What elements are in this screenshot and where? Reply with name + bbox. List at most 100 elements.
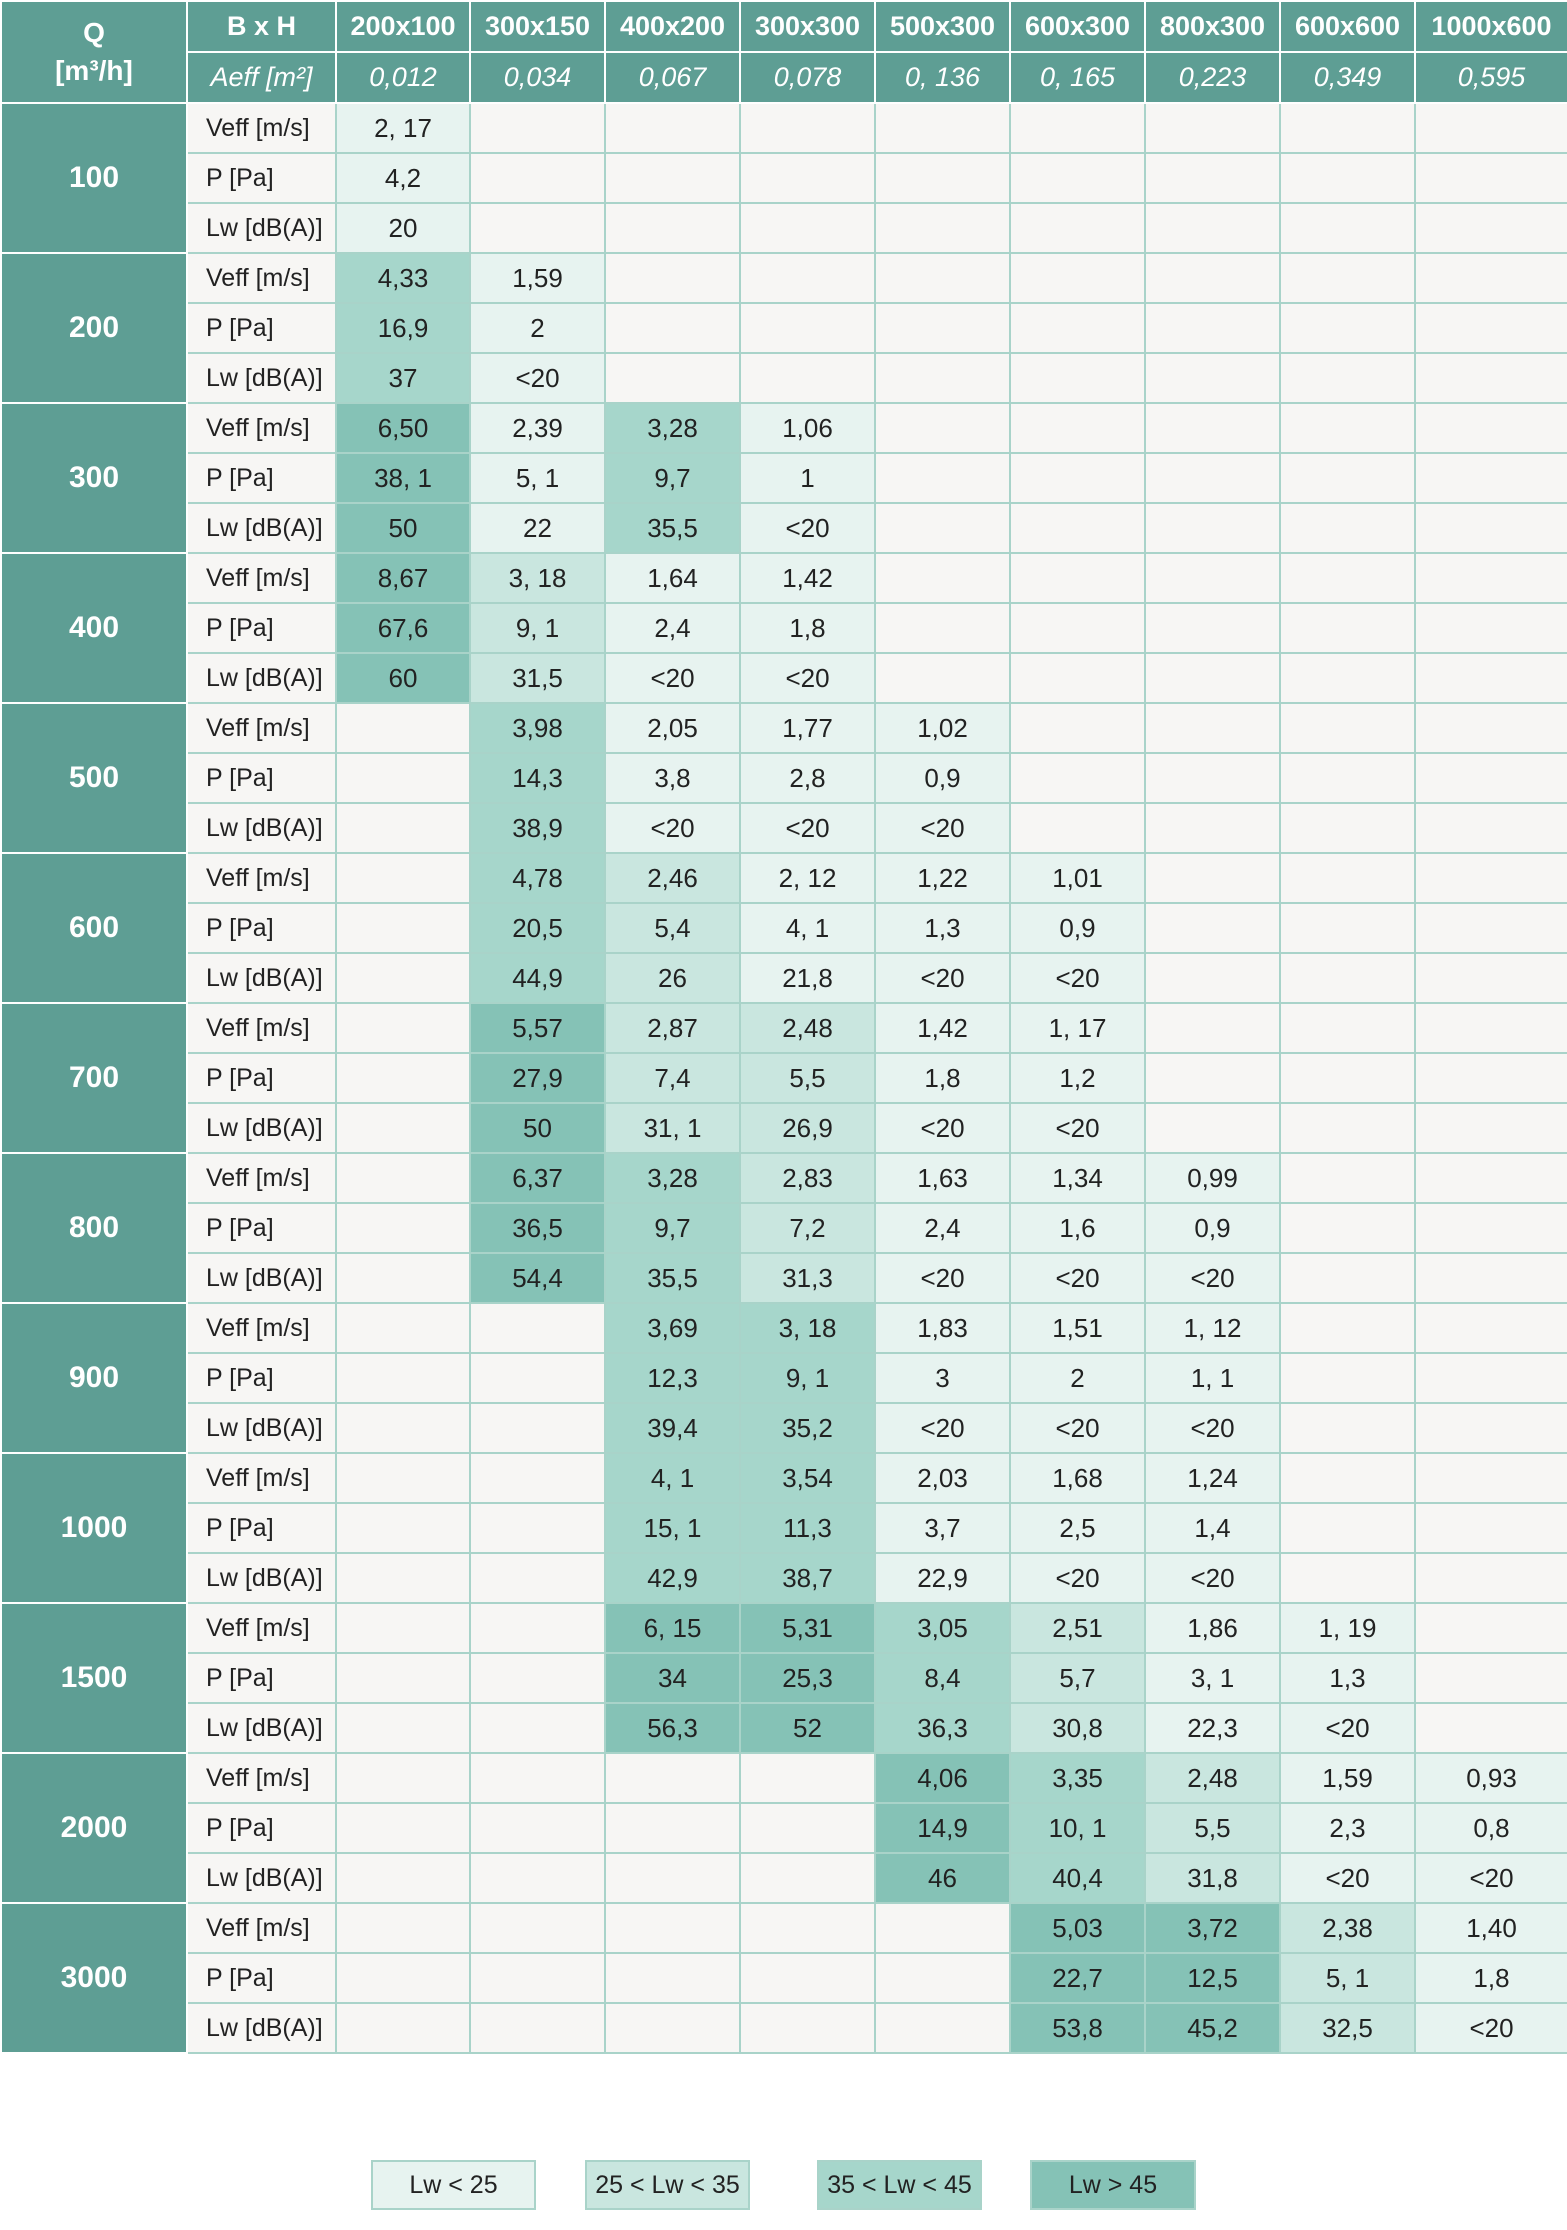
velocity-row: 600 Veff [m/s] 4,78 2,46 2, 12 1,22 1,01 <box>0 852 1567 1004</box>
parameter-label: Veff [m/s] <box>186 702 337 754</box>
pressure-row: P [Pa] 12,3 9, 1 3 2 1, 1 <box>1 1352 1567 1404</box>
empty-cell <box>469 152 606 204</box>
empty-cell <box>874 352 1011 404</box>
empty-cell <box>1279 852 1416 904</box>
value-cell: 6,50 <box>335 402 471 454</box>
value-cell: <20 <box>739 652 876 704</box>
empty-cell <box>874 152 1011 204</box>
empty-cell <box>1144 352 1281 404</box>
pressure-row: P [Pa] 14,3 3,8 2,8 0,9 <box>1 752 1567 804</box>
value-cell: 1,59 <box>469 252 606 304</box>
empty-cell <box>1009 702 1146 754</box>
empty-cell <box>1144 552 1281 604</box>
value-cell: 1,86 <box>1144 1602 1281 1654</box>
empty-cell <box>1144 302 1281 354</box>
value-cell: 5,7 <box>1009 1652 1146 1704</box>
value-cell: 50 <box>335 502 471 554</box>
empty-cell <box>1144 802 1281 854</box>
empty-cell <box>1279 602 1416 654</box>
value-cell: <20 <box>1009 1252 1146 1304</box>
airflow-q-cell: 200 <box>0 252 188 404</box>
parameter-label: Lw [dB(A)] <box>186 352 337 404</box>
sound-level-row: Lw [dB(A)] 42,9 38,7 22,9 <20 <20 <box>1 1552 1567 1604</box>
value-cell: 31,8 <box>1144 1852 1281 1904</box>
value-cell: 36,5 <box>469 1202 606 1254</box>
value-cell: 3,28 <box>604 402 741 454</box>
empty-cell <box>469 1402 606 1454</box>
value-cell: 6, 15 <box>604 1602 741 1654</box>
velocity-row: 700 Veff [m/s] 5,57 2,87 2,48 1,42 1, 17 <box>0 1002 1567 1154</box>
empty-cell <box>1414 702 1567 754</box>
value-cell: 1,42 <box>874 1002 1011 1054</box>
empty-cell <box>1279 302 1416 354</box>
empty-cell <box>604 1802 741 1854</box>
empty-cell <box>1414 1602 1567 1654</box>
empty-cell <box>1144 252 1281 304</box>
empty-cell <box>1279 1102 1416 1154</box>
value-cell: 12,5 <box>1144 1952 1281 2004</box>
value-cell: 53,8 <box>1009 2002 1146 2054</box>
value-cell: <20 <box>604 802 741 854</box>
empty-cell <box>739 152 876 204</box>
parameter-label: Lw [dB(A)] <box>186 502 337 554</box>
value-cell: 31, 1 <box>604 1102 741 1154</box>
value-cell: 1,59 <box>1279 1752 1416 1804</box>
value-cell: 1,4 <box>1144 1502 1281 1554</box>
airflow-q-cell: 800 <box>0 1152 188 1304</box>
value-cell: 8,67 <box>335 552 471 604</box>
empty-cell <box>1414 202 1567 254</box>
parameter-label: Veff [m/s] <box>186 1302 337 1354</box>
empty-cell <box>1009 152 1146 204</box>
value-cell: 2,38 <box>1279 1902 1416 1954</box>
value-cell: 1,01 <box>1009 852 1146 904</box>
empty-cell <box>469 1352 606 1404</box>
pressure-row: P [Pa] 38, 1 5, 1 9,7 1 <box>1 452 1567 504</box>
value-cell: <20 <box>1414 1852 1567 1904</box>
bxh-header: B x H <box>186 0 337 53</box>
empty-cell <box>1009 402 1146 454</box>
empty-cell <box>1414 802 1567 854</box>
empty-cell <box>1009 602 1146 654</box>
value-cell: 5,31 <box>739 1602 876 1654</box>
empty-cell <box>604 102 741 154</box>
empty-cell <box>1009 802 1146 854</box>
value-cell: 3, 18 <box>469 552 606 604</box>
value-cell: 1,02 <box>874 702 1011 754</box>
parameter-label: Veff [m/s] <box>186 852 337 904</box>
pressure-row: P [Pa] 20,5 5,4 4, 1 1,3 0,9 <box>1 902 1567 954</box>
value-cell: 1,8 <box>874 1052 1011 1104</box>
empty-cell <box>1414 1252 1567 1304</box>
value-cell: 1, 1 <box>1144 1352 1281 1404</box>
value-cell: 56,3 <box>604 1702 741 1754</box>
value-cell: 35,5 <box>604 502 741 554</box>
value-cell: 45,2 <box>1144 2002 1281 2054</box>
value-cell: 0,9 <box>1144 1202 1281 1254</box>
aeff-value: 0, 165 <box>1009 51 1146 104</box>
value-cell: 31,3 <box>739 1252 876 1304</box>
empty-cell <box>1009 652 1146 704</box>
value-cell: 2 <box>1009 1352 1146 1404</box>
parameter-label: P [Pa] <box>186 1202 337 1254</box>
q-unit: [m³/h] <box>55 55 133 86</box>
size-header-row: Q [m³/h] B x H 200x100 300x150 400x200 3… <box>0 0 1567 104</box>
empty-cell <box>739 1852 876 1904</box>
value-cell: 40,4 <box>1009 1852 1146 1904</box>
aeff-value: 0,078 <box>739 51 876 104</box>
value-cell: 2,51 <box>1009 1602 1146 1654</box>
performance-table: Q [m³/h] B x H 200x100 300x150 400x200 3… <box>0 0 1567 2054</box>
value-cell: 44,9 <box>469 952 606 1004</box>
value-cell: 1,22 <box>874 852 1011 904</box>
parameter-label: P [Pa] <box>186 902 337 954</box>
value-cell: 2, 12 <box>739 852 876 904</box>
sound-level-row: Lw [dB(A)] 39,4 35,2 <20 <20 <20 <box>1 1402 1567 1454</box>
empty-cell <box>1414 902 1567 954</box>
empty-cell <box>1414 1452 1567 1504</box>
empty-cell <box>469 1802 606 1854</box>
empty-cell <box>335 1752 471 1804</box>
value-cell: 3,05 <box>874 1602 1011 1654</box>
empty-cell <box>1279 502 1416 554</box>
empty-cell <box>1279 952 1416 1004</box>
parameter-label: Lw [dB(A)] <box>186 652 337 704</box>
empty-cell <box>739 302 876 354</box>
airflow-q-cell: 700 <box>0 1002 188 1154</box>
